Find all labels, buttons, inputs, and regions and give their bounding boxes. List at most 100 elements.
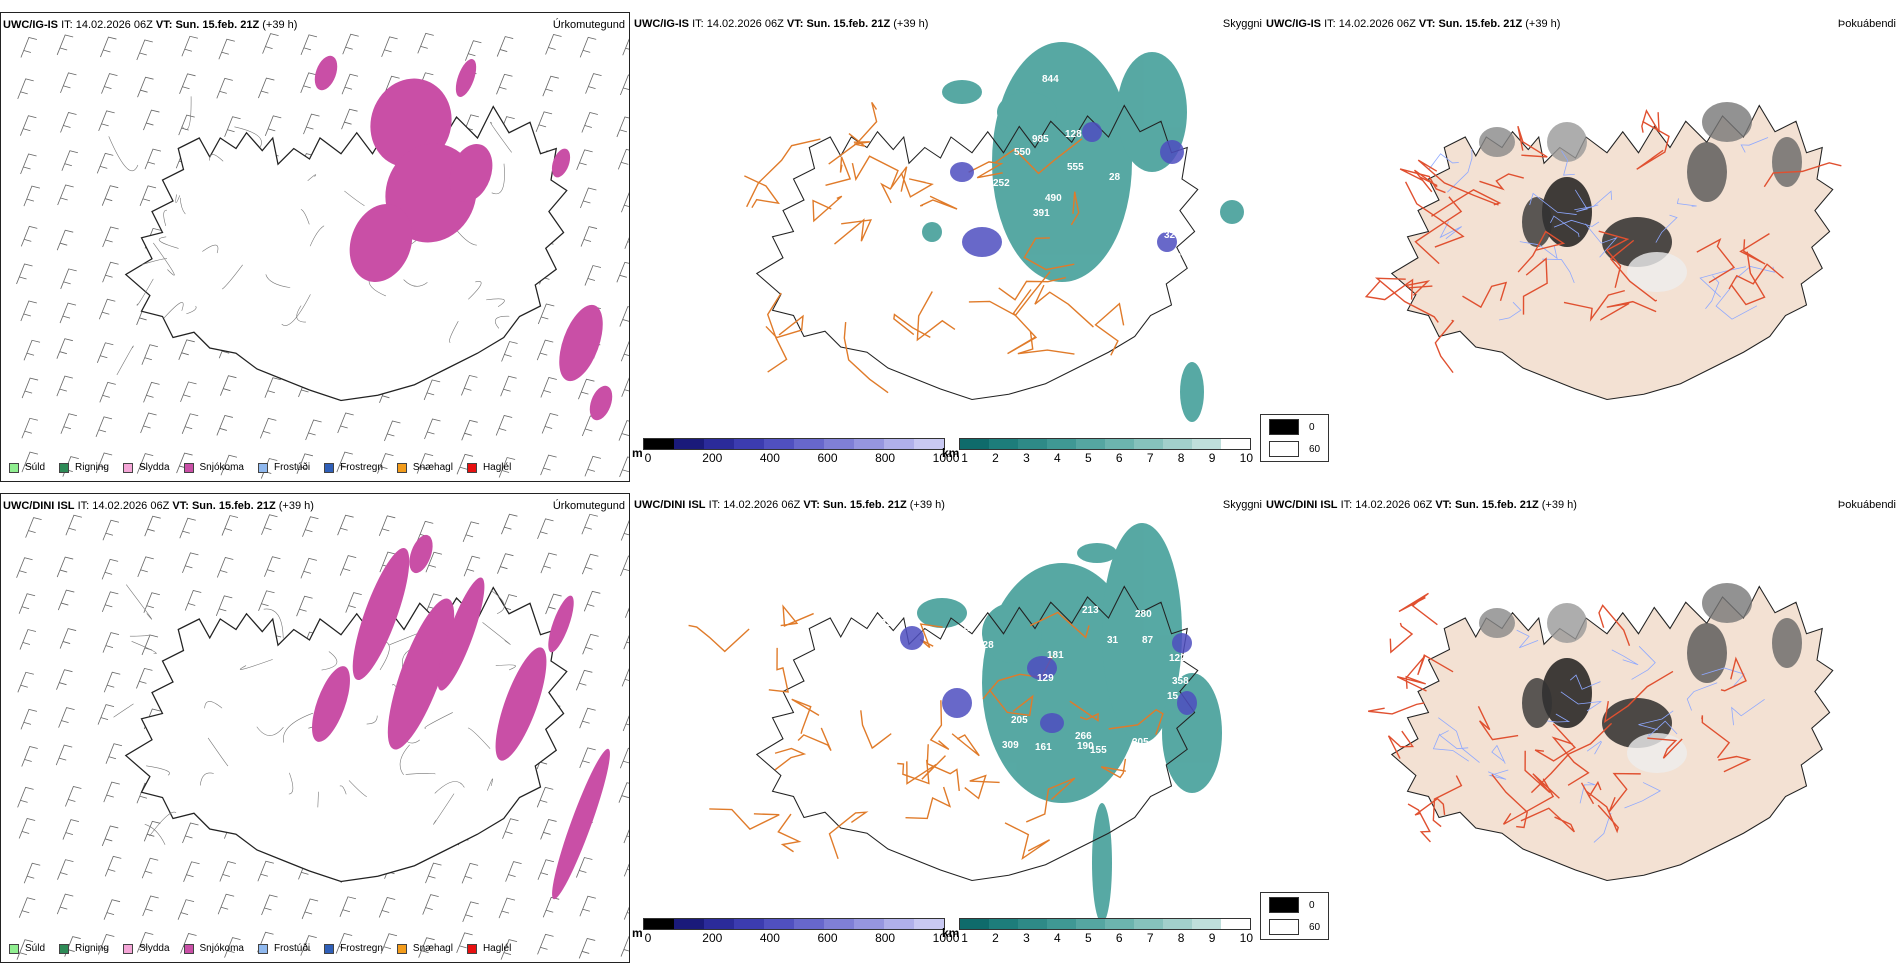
colorbar-tick: 6 [1115, 931, 1123, 945]
legend-label: Haglél [482, 462, 512, 473]
visibility-label: 145 [892, 266, 909, 277]
colorbar-segment [960, 919, 990, 929]
legend-swatch [122, 462, 133, 473]
colorbar-tick: 7 [1146, 451, 1154, 465]
colorbar-segment [1076, 919, 1106, 929]
colorbar-tick: 3 [1023, 931, 1030, 945]
colorbar-segment [1047, 919, 1077, 929]
precip-type-panel-bottom: UWC/DINI ISL IT: 14.02.2026 06Z VT: Sun.… [0, 493, 630, 963]
visibility-label: 252 [993, 178, 1010, 189]
legend-swatch [9, 462, 19, 473]
ceiling-colorbar-top: m 0 200 400 600 800 1000 [632, 438, 959, 465]
legend-swatch [183, 943, 194, 954]
colorbar-tick: 200 [702, 931, 723, 945]
panel-header: UWC/IG-IS IT: 14.02.2026 06Z VT: Sun. 15… [1266, 18, 1561, 30]
colorbar-ramp: 0 200 400 600 800 1000 [642, 918, 959, 945]
visibility-label: 172 [907, 251, 924, 262]
colorbar-segment [1221, 919, 1251, 929]
colorbar-tick: 2 [992, 451, 999, 465]
ceiling-panel-bottom: UWC/DINI ISL IT: 14.02.2026 06Z VT: Sun.… [632, 493, 1262, 963]
colorbar-segment [989, 919, 1019, 929]
colorbar-tick: 2 [992, 931, 999, 945]
legend-item: Haglél [466, 462, 512, 473]
visibility-label: 844 [1042, 74, 1059, 85]
colorbar-tick: 3 [1023, 451, 1030, 465]
cover-legend-item: 0 [1269, 419, 1320, 435]
colorbar-tick: 1 [961, 451, 968, 465]
legend-label: Snjókoma [199, 943, 244, 954]
legend-label: Frostúði [273, 462, 311, 473]
colorbar-tick: 10 [1239, 451, 1253, 465]
colorbar-segment [643, 919, 674, 929]
cover-swatch [1269, 441, 1299, 457]
legend-swatch [466, 462, 477, 473]
legend-item: Frostúði [257, 462, 311, 473]
legend-swatch [59, 462, 70, 473]
legend-item: Súld [9, 943, 45, 954]
panel-header: UWC/DINI ISL IT: 14.02.2026 06Z VT: Sun.… [634, 499, 945, 511]
colorbar-segment [823, 439, 854, 449]
panel-title: Þokuábendi [1837, 18, 1896, 30]
colorbar-segment [733, 439, 764, 449]
visibility-label: 199 [952, 274, 969, 285]
colorbar-tick: 0 [644, 931, 652, 945]
colorbar-segment [913, 919, 944, 929]
visibility-label: 128 [1065, 129, 1082, 140]
legend-label: Snæhagl [412, 462, 453, 473]
visibility-label: 129 [1037, 673, 1054, 684]
visibility-colorbar-bottom: km 1 2 3 4 5 6 7 8 9 10 [942, 918, 1253, 945]
cover-swatch [1269, 919, 1299, 935]
colorbar-segment [673, 439, 704, 449]
colorbar-tick: 1 [961, 931, 968, 945]
panel-title: Skyggni [1222, 499, 1262, 511]
cloud-cover-legend-top: 0 60 [1260, 414, 1330, 462]
panel-title: Skyggni [1222, 18, 1262, 30]
visibility-label: 190 [1077, 741, 1094, 752]
legend-swatch [9, 943, 19, 954]
colorbar-segment [823, 919, 854, 929]
colorbar-tick: 800 [875, 931, 896, 945]
panel-header: UWC/DINI ISL IT: 14.02.2026 06Z VT: Sun.… [3, 500, 314, 512]
colorbar-segment [1134, 439, 1164, 449]
visibility-label: 31 [1107, 635, 1119, 646]
visibility-label: 423 [875, 618, 892, 629]
legend-label: Rigning [75, 462, 109, 473]
cover-label: 0 [1309, 421, 1315, 433]
colorbar-tick: 600 [817, 451, 838, 465]
visibility-label: 155 [1090, 745, 1107, 756]
fog-map [1364, 102, 1842, 401]
colorbar-tick: 400 [759, 451, 780, 465]
cover-label: 60 [1309, 921, 1321, 933]
legend-swatch [324, 943, 335, 954]
precip-type-panel-top: UWC/IG-IS IT: 14.02.2026 06Z VT: Sun. 15… [0, 12, 630, 482]
visibility-label: 161 [1035, 742, 1052, 753]
cover-swatch [1269, 419, 1299, 435]
panel-title: Úrkomutegund [552, 500, 625, 512]
colorbar-tick: 9 [1208, 451, 1216, 465]
visibility-label: 391 [1033, 208, 1050, 219]
visibility-label: 29 [1152, 260, 1164, 271]
colorbar-ramp: 1 2 3 4 5 6 7 8 9 10 [959, 438, 1253, 465]
panel-title: Úrkomutegund [552, 19, 625, 31]
colorbar-segment [853, 439, 884, 449]
colorbar-tick: 200 [702, 451, 723, 465]
cloud-cover-legend-bottom: 0 60 [1260, 892, 1330, 940]
cover-legend-item: 60 [1269, 919, 1320, 935]
colorbar-tick: 7 [1146, 931, 1154, 945]
colorbar-tick: 800 [875, 451, 896, 465]
visibility-label: 550 [1014, 147, 1031, 158]
colorbar-segment [1018, 919, 1048, 929]
cover-legend-item: 0 [1269, 897, 1320, 913]
legend-label: Frostregn [340, 943, 383, 954]
colorbar-segment [703, 439, 734, 449]
legend-swatch [257, 943, 268, 954]
visibility-label: 104 [917, 274, 934, 285]
colorbar-ramp: 0 200 400 600 800 1000 [642, 438, 959, 465]
colorbar-tick: 400 [759, 931, 780, 945]
visibility-label: 101 [1142, 229, 1159, 240]
panel-title: Þokuábendi [1837, 499, 1896, 511]
colorbar-segment [853, 919, 884, 929]
legend-swatch [324, 462, 335, 473]
